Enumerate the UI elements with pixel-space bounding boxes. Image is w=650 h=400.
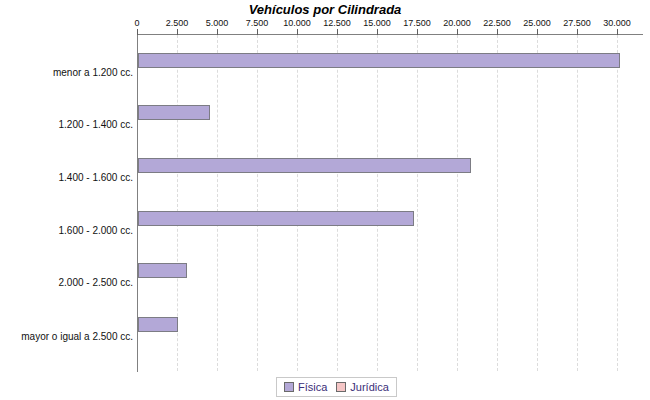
legend-entry-fisica: Física — [284, 381, 327, 393]
gridline — [617, 35, 618, 371]
gridline — [417, 35, 418, 371]
category-label: 1.200 - 1.400 cc. — [0, 120, 133, 130]
x-tick-label: 10.000 — [283, 18, 311, 28]
category-label: 1.400 - 1.600 cc. — [0, 173, 133, 183]
bar-chart-vehiculos-por-cilindrada: Vehículos por Cilindrada 0 2.500 5.000 7.50… — [0, 0, 650, 400]
x-tick-label: 7.500 — [246, 18, 269, 28]
gridline — [337, 35, 338, 371]
juridica-swatch-icon — [336, 382, 346, 392]
fisica-swatch-icon — [284, 382, 294, 392]
category-label: menor a 1.200 cc. — [0, 68, 133, 78]
x-tick-label: 15.000 — [363, 18, 391, 28]
gridline — [457, 35, 458, 371]
x-tick-label: 0 — [134, 18, 139, 28]
bar-física-0 — [138, 53, 620, 68]
bar-física-2 — [138, 158, 471, 173]
gridline — [377, 35, 378, 371]
x-tick-label: 27.500 — [563, 18, 591, 28]
x-tick-label: 22.500 — [483, 18, 511, 28]
gridline — [537, 35, 538, 371]
chart-title: Vehículos por Cilindrada — [0, 2, 650, 17]
gridline — [257, 35, 258, 371]
bar-física-1 — [138, 105, 210, 120]
x-tick-label: 5.000 — [206, 18, 229, 28]
bar-física-3 — [138, 211, 414, 226]
gridline — [297, 35, 298, 371]
x-axis-line — [137, 34, 643, 35]
legend-entry-juridica: Jurídica — [336, 381, 389, 393]
gridline — [217, 35, 218, 371]
chart-legend: Física Jurídica — [276, 377, 397, 397]
legend-label-fisica: Física — [298, 381, 327, 393]
x-tick-label: 2.500 — [166, 18, 189, 28]
category-label: 1.600 - 2.000 cc. — [0, 226, 133, 236]
category-label: 2.000 - 2.500 cc. — [0, 278, 133, 288]
category-label: mayor o igual a 2.500 cc. — [0, 332, 133, 342]
legend-label-juridica: Jurídica — [350, 381, 389, 393]
gridline — [577, 35, 578, 371]
x-tick-label: 20.000 — [443, 18, 471, 28]
bar-física-4 — [138, 263, 187, 278]
bar-física-5 — [138, 317, 178, 332]
gridline — [497, 35, 498, 371]
x-tick-mark — [137, 29, 138, 35]
x-tick-label: 12.500 — [323, 18, 351, 28]
x-tick-label: 30.000 — [603, 18, 631, 28]
x-tick-label: 25.000 — [523, 18, 551, 28]
x-tick-label: 17.500 — [403, 18, 431, 28]
